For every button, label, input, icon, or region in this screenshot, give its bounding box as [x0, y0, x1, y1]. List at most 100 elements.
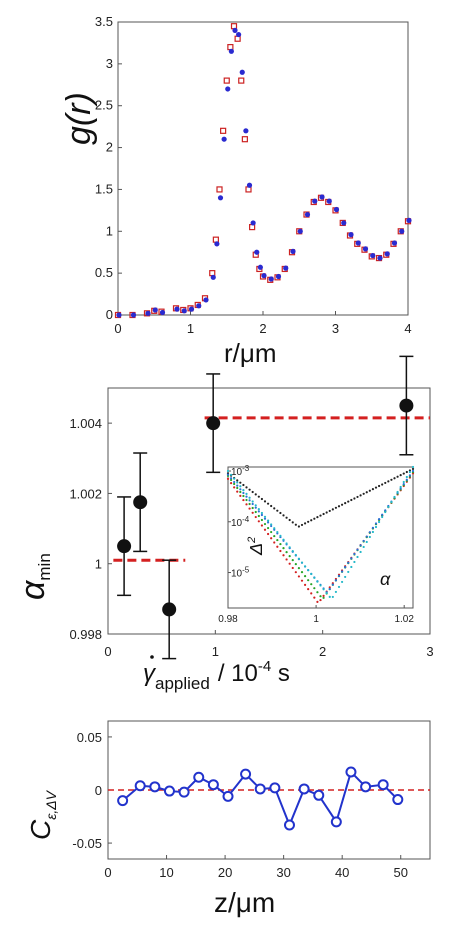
inset-curve-point [350, 498, 353, 502]
correlation-axis-ticks: 0 10 20 30 40 500.050-0.05 [72, 730, 408, 880]
inset-curve-point [257, 508, 260, 511]
rdf-x-tick-label: 3 [332, 321, 339, 336]
inset-curve-point [239, 494, 242, 497]
inset-curve-point [307, 579, 310, 582]
inset-curve-point [405, 470, 408, 474]
inset-curve-point [347, 570, 350, 574]
rdf-point-dot [232, 27, 238, 33]
inset-y-tick-exp: -4 [242, 515, 250, 524]
correlation-x-tick-label: 0 [104, 865, 111, 880]
rdf-point-dot [391, 240, 398, 246]
correlation-point [254, 783, 266, 795]
inset-curve-point [316, 591, 319, 594]
inset-curve-point [291, 559, 294, 562]
alpha-plot-frame [107, 387, 431, 635]
rdf-point-dot [261, 273, 267, 279]
correlation-point [313, 789, 325, 801]
inset-curve-point [307, 588, 310, 591]
alpha-y-axis-label: α [14, 579, 52, 600]
rdf-y-tick-label: 2.5 [95, 98, 113, 113]
svg-text:γapplied/ 10-4 s: γapplied / 10-4 s [143, 658, 290, 693]
inset-curve-point [291, 521, 294, 524]
inset-curve-point [242, 494, 245, 498]
inset-curve-point [322, 588, 325, 591]
inset-y-axis-label-exp: 2 [246, 537, 258, 544]
inset-curve-point [294, 523, 297, 526]
alpha-point [133, 495, 148, 510]
inset-curve-point [322, 596, 325, 599]
inset-curve-point [263, 528, 267, 531]
inset-curve-point [294, 553, 297, 557]
rdf-y-tick-label: 2 [106, 140, 113, 155]
inset-curve-point [356, 555, 359, 559]
inset-curve-point [279, 542, 282, 546]
inset-curve-point [288, 555, 291, 558]
alpha-x-tick-label: 2 [319, 644, 326, 659]
correlation-x-tick-label: 30 [276, 865, 290, 880]
inset-curve-point [245, 495, 248, 498]
rdf-point-dot [145, 310, 151, 316]
inset-curve-point [270, 537, 273, 540]
inset-curve-point [344, 502, 347, 505]
inset-curve-point [270, 523, 273, 526]
inset-curve-point [263, 517, 267, 520]
rdf-point-dot [254, 249, 260, 255]
inset-curve-point [297, 557, 301, 560]
inset-curve-point [288, 546, 291, 549]
rdf-y-tick-label: 0.5 [95, 265, 113, 280]
rdf-y-tick-label: 1 [106, 223, 113, 238]
inset-curve-point [300, 561, 304, 564]
inset-curve-point [242, 483, 245, 487]
inset-curve-point [242, 498, 245, 502]
alpha-x-tick-label: 0 [104, 644, 111, 659]
alpha-x-axis-label-exp: -4 [258, 658, 271, 675]
inset-curve-point [313, 596, 316, 599]
inset-curve-point [276, 545, 279, 548]
inset-curve-point [313, 576, 316, 579]
inset-curve-point [362, 539, 365, 543]
inset-curve-point [353, 497, 356, 500]
correlation-point [222, 790, 234, 802]
rdf-y-tick-label: 3.5 [95, 14, 113, 29]
inset-curve-point [319, 595, 322, 598]
inset-curve-point [371, 530, 375, 534]
inset-curve-point [276, 538, 279, 542]
inset-curve-point [368, 489, 371, 492]
inset-curve-point [307, 569, 310, 572]
correlation-x-tick-label: 40 [335, 865, 349, 880]
rdf-point-dot [326, 198, 332, 204]
inset-curve-point [254, 510, 257, 514]
inset-curve-point [288, 518, 291, 522]
inset-curve-point [337, 505, 341, 508]
inset-curve-point [334, 506, 338, 509]
rdf-point-dot [333, 206, 340, 213]
inset-x-axis-label: α [380, 569, 391, 589]
inset-curve-point [300, 523, 304, 527]
inset-curve-point [257, 520, 260, 523]
inset-curve-point [294, 571, 297, 574]
rdf-point-dot [406, 217, 412, 224]
inset-curve-point [239, 485, 242, 488]
inset-curve-point [310, 592, 313, 595]
inset-curve-point [260, 511, 264, 515]
alpha-x-tick-label: 3 [426, 644, 433, 659]
inset-curve-point [233, 477, 236, 480]
correlation-x-tick-label: 10 [159, 865, 173, 880]
rdf-point-square [241, 136, 248, 143]
rdf-point-dot [196, 303, 202, 309]
inset-curve-point [331, 508, 334, 511]
inset-curve-point [387, 505, 390, 509]
inset-curve-point [254, 506, 257, 509]
rdf-point-dot [399, 228, 405, 234]
inset-curve-point [229, 473, 233, 476]
inset-curve-point [242, 491, 245, 495]
rdf-point-dot [188, 306, 195, 312]
inset-curve-point [359, 550, 362, 554]
inset-curve-point [322, 512, 325, 516]
rdf-panel: 0 1 2 3 4 0 0.5 1 1.5 2 2.5 3 3.5 g(r) r/μm [60, 14, 412, 368]
inset-curve-point [334, 590, 338, 594]
rdf-point-dot [214, 241, 220, 247]
inset-y-tick-exp: -5 [242, 566, 250, 575]
inset-curve-point [313, 517, 316, 520]
inset-curve-point [303, 575, 307, 578]
